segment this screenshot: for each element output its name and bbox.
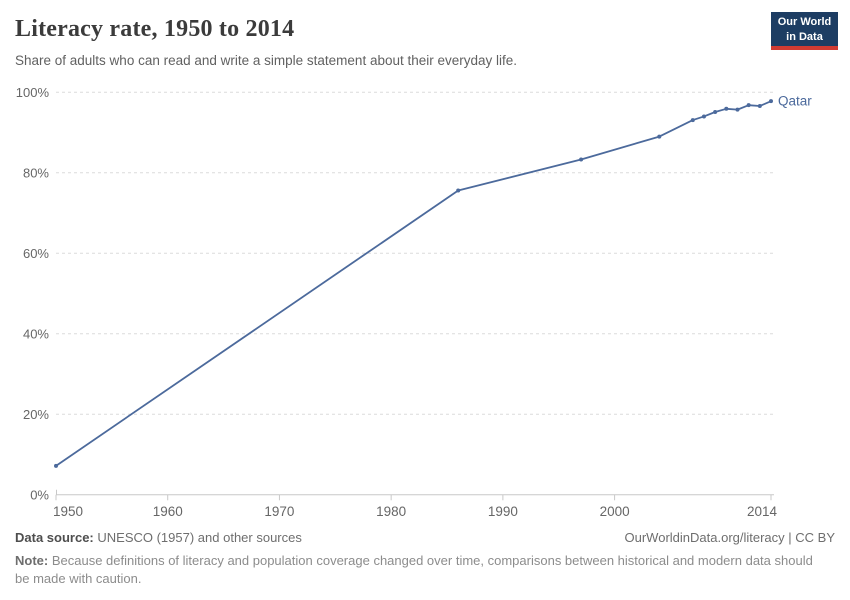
data-point[interactable] (657, 134, 662, 139)
data-source-label: Data source: (15, 530, 94, 545)
y-axis-tick-label: 40% (23, 326, 49, 341)
x-axis-tick-label: 2000 (600, 504, 630, 519)
data-point[interactable] (724, 106, 729, 111)
y-axis-tick-label: 100% (16, 85, 50, 100)
x-axis-tick-label: 2014 (747, 504, 778, 519)
data-point[interactable] (701, 114, 706, 119)
chart-note-label: Note: (15, 553, 49, 568)
x-axis-tick-label: 1960 (153, 504, 183, 519)
data-point[interactable] (690, 118, 695, 123)
chart-note-value: Because definitions of literacy and popu… (15, 553, 813, 586)
entity-label-qatar[interactable]: Qatar (778, 94, 812, 109)
chart-footer: Data source: UNESCO (1957) and other sou… (15, 530, 835, 588)
data-source: Data source: UNESCO (1957) and other sou… (15, 530, 302, 545)
page-subtitle: Share of adults who can read and write a… (15, 53, 518, 68)
owid-citation-link[interactable]: OurWorldinData.org/literacy | CC BY (624, 530, 835, 545)
x-axis-tick-label: 1950 (53, 504, 83, 519)
line-series-qatar[interactable] (55, 100, 772, 467)
data-point[interactable] (735, 107, 740, 112)
y-axis-tick-label: 60% (23, 246, 49, 261)
x-axis-tick-label: 1990 (488, 504, 518, 519)
x-axis-tick-label: 1980 (376, 504, 406, 519)
owid-logo[interactable]: Our World in Data (771, 12, 838, 50)
data-point[interactable] (746, 103, 751, 108)
y-axis-tick-label: 20% (23, 407, 49, 422)
data-point[interactable] (713, 110, 718, 115)
owid-logo-line2: in Data (786, 31, 823, 43)
owid-logo-line1: Our World (777, 16, 832, 28)
y-axis-tick-label: 0% (30, 487, 49, 502)
page-title: Literacy rate, 1950 to 2014 (15, 16, 295, 42)
y-axis-tick-label: 80% (23, 165, 49, 180)
data-point[interactable] (579, 157, 584, 162)
data-source-value: UNESCO (1957) and other sources (97, 530, 302, 545)
chart-note: Note: Because definitions of literacy an… (15, 552, 815, 588)
x-axis-tick-label: 1970 (264, 504, 294, 519)
data-point[interactable] (757, 103, 762, 108)
data-point[interactable] (54, 463, 58, 468)
data-point[interactable] (456, 188, 461, 193)
data-point[interactable] (769, 99, 773, 104)
